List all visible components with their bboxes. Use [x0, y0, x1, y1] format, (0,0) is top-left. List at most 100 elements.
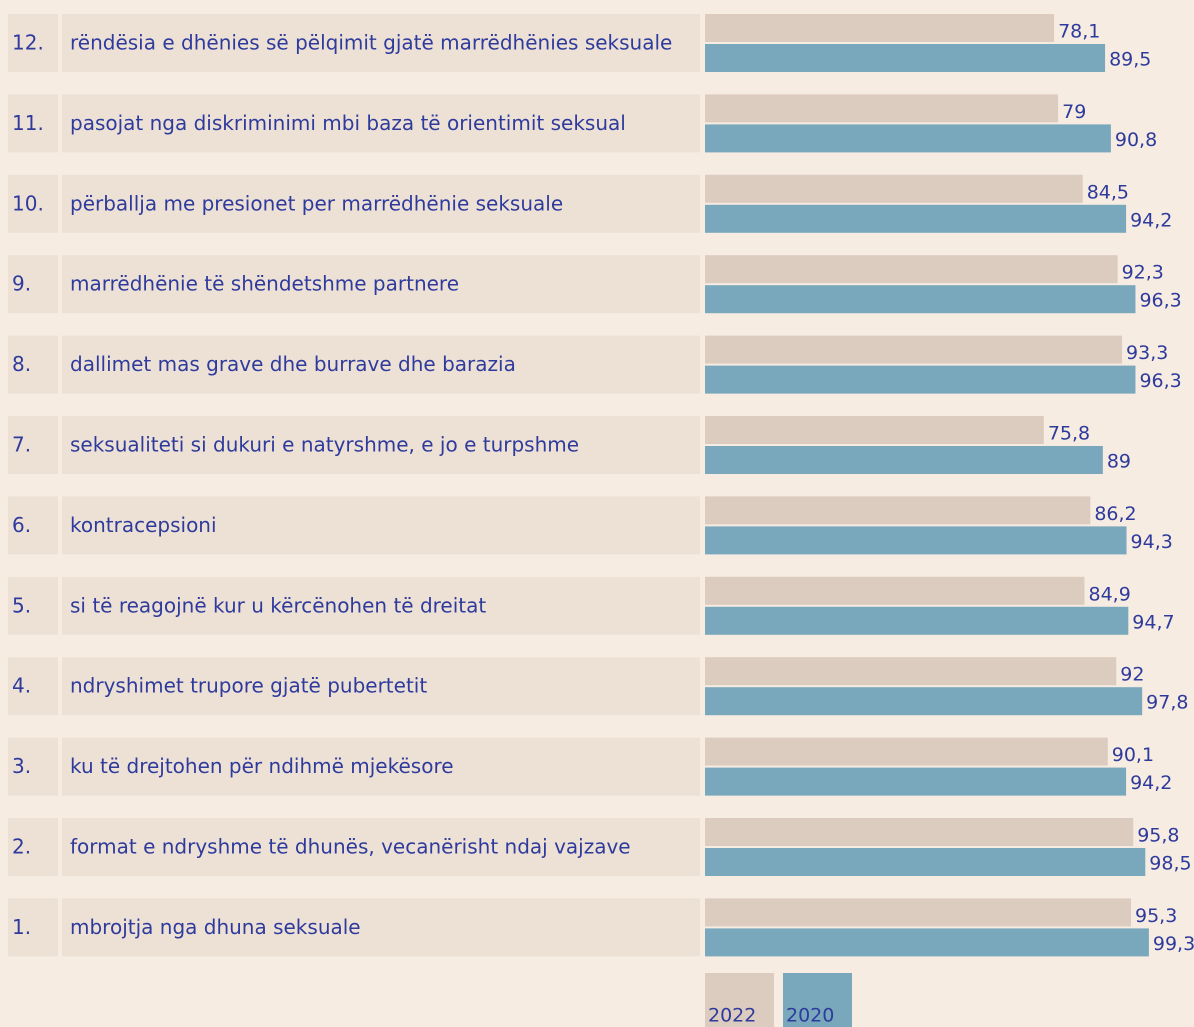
- value-label: 86,2: [1094, 503, 1136, 525]
- value-label: 78,1: [1058, 21, 1100, 43]
- legend-label: 2022: [708, 1005, 756, 1027]
- value-label: 94,2: [1130, 772, 1172, 794]
- row-label-cell: [62, 818, 700, 876]
- row-label: ku të drejtohen për ndihmë mjekësore: [70, 754, 454, 778]
- value-label: 97,8: [1146, 692, 1188, 714]
- row-number: 2.: [12, 835, 31, 859]
- value-label: 84,5: [1087, 181, 1129, 203]
- row-label-cell: [62, 14, 700, 72]
- value-label: 99,3: [1153, 933, 1194, 955]
- row-label: si të reagojnë kur u kërcënohen të dreit…: [70, 593, 486, 617]
- legend-swatch: [783, 973, 852, 1027]
- row-number-cell: [8, 737, 58, 796]
- value-label: 90,1: [1112, 744, 1154, 766]
- row-number: 3.: [12, 754, 31, 778]
- row-label: format e ndryshme të dhunës, vecanërisht…: [70, 835, 631, 859]
- row-number: 12.: [12, 31, 44, 55]
- bar: [705, 14, 1055, 42]
- value-label: 92,3: [1122, 262, 1164, 284]
- row-label-cell: [62, 416, 700, 474]
- row-number: 8.: [12, 352, 31, 376]
- bar: [705, 687, 1143, 716]
- value-label: 95,8: [1137, 825, 1179, 847]
- row-label: pasojat nga diskriminimi mbi baza të ori…: [70, 111, 626, 135]
- value-label: 96,3: [1139, 370, 1181, 392]
- value-label: 96,3: [1139, 290, 1181, 312]
- bar: [705, 526, 1127, 555]
- bar: [705, 124, 1111, 153]
- legend-swatch: [705, 973, 774, 1027]
- value-label: 95,3: [1135, 905, 1177, 927]
- value-label: 89,5: [1109, 49, 1151, 71]
- bar: [705, 898, 1131, 927]
- row-number-cell: [8, 335, 58, 394]
- row-number-cell: [8, 818, 58, 876]
- row-number-cell: [8, 576, 58, 635]
- row-number-cell: [8, 94, 58, 153]
- row-label: dallimet mas grave dhe burrave dhe baraz…: [70, 352, 516, 376]
- row-label: seksualiteti si dukuri e natyrshme, e jo…: [70, 433, 579, 457]
- row-label-cell: [62, 898, 700, 957]
- row-label-cell: [62, 255, 700, 314]
- value-label: 92: [1120, 664, 1144, 686]
- row-number-cell: [8, 496, 58, 555]
- bar: [705, 737, 1108, 766]
- row-label: mbrojtja nga dhuna seksuale: [70, 915, 361, 939]
- row-label: rëndësia e dhënies së pëlqimit gjatë mar…: [70, 31, 672, 55]
- value-label: 94,3: [1131, 531, 1173, 553]
- bar: [705, 606, 1129, 635]
- bar: [705, 818, 1134, 846]
- row-number-cell: [8, 657, 58, 716]
- row-number: 5.: [12, 593, 31, 617]
- value-label: 89: [1107, 451, 1131, 473]
- bar: [705, 446, 1103, 474]
- row-label-cell: [62, 496, 700, 555]
- legend-label: 2020: [786, 1005, 834, 1027]
- bar: [705, 255, 1118, 284]
- bar: [705, 335, 1123, 364]
- value-label: 94,2: [1130, 209, 1172, 231]
- row-number-cell: [8, 898, 58, 957]
- bar: [705, 657, 1117, 686]
- row-label: përballja me presionet per marrëdhënie s…: [70, 191, 563, 215]
- row-label-cell: [62, 737, 700, 796]
- row-label: ndryshimet trupore gjatë pubertetit: [70, 674, 427, 698]
- bar: [705, 576, 1085, 605]
- row-number: 7.: [12, 433, 31, 457]
- row-number: 1.: [12, 915, 31, 939]
- row-label: kontracepsioni: [70, 513, 217, 537]
- bar: [705, 174, 1083, 203]
- value-label: 98,5: [1149, 853, 1191, 875]
- row-number: 10.: [12, 191, 44, 215]
- row-number-cell: [8, 174, 58, 233]
- row-number: 6.: [12, 513, 31, 537]
- value-label: 75,8: [1048, 423, 1090, 445]
- row-number-cell: [8, 255, 58, 314]
- value-label: 90,8: [1115, 129, 1157, 151]
- row-label-cell: [62, 174, 700, 233]
- bar: [705, 928, 1149, 957]
- row-label-cell: [62, 657, 700, 716]
- row-number: 4.: [12, 674, 31, 698]
- bar: [705, 365, 1136, 394]
- value-label: 93,3: [1126, 342, 1168, 364]
- bar: [705, 94, 1059, 123]
- value-label: 84,9: [1089, 583, 1131, 605]
- row-number-cell: [8, 14, 58, 72]
- row-number: 9.: [12, 272, 31, 296]
- row-label: marrëdhënie të shëndetshme partnere: [70, 272, 459, 296]
- value-label: 79: [1062, 101, 1086, 123]
- row-label-cell: [62, 94, 700, 153]
- bar: [705, 496, 1091, 525]
- bar: [705, 204, 1127, 233]
- row-label-cell: [62, 576, 700, 635]
- value-label: 94,7: [1132, 611, 1174, 633]
- row-number-cell: [8, 416, 58, 474]
- row-number: 11.: [12, 111, 44, 135]
- bar: [705, 416, 1044, 444]
- bar: [705, 285, 1136, 314]
- row-label-cell: [62, 335, 700, 394]
- bar: [705, 848, 1146, 876]
